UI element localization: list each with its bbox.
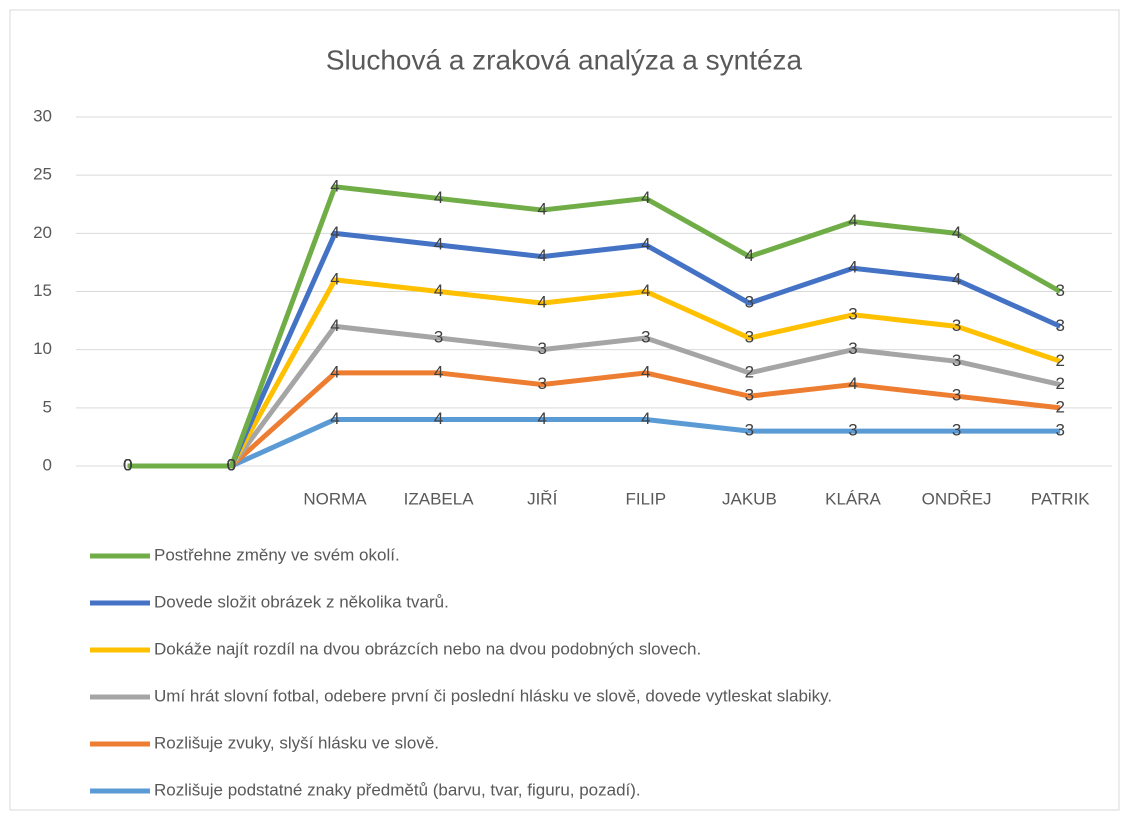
legend-label: Postřehne změny ve svém okolí. <box>154 545 400 564</box>
data-label: 4 <box>641 188 650 207</box>
x-tick-label: JIŘÍ <box>527 489 558 508</box>
data-label: 4 <box>952 269 961 288</box>
data-label: 3 <box>537 374 546 393</box>
legend-label: Rozlišuje zvuky, slyší hlásku ve slově. <box>154 733 439 752</box>
data-label: 4 <box>848 374 857 393</box>
data-label: 4 <box>848 258 857 277</box>
y-tick-label: 0 <box>43 455 52 474</box>
series-line <box>127 323 1061 469</box>
chart-title: Sluchová a zraková analýza a syntéza <box>326 44 803 75</box>
data-label: 4 <box>641 409 650 428</box>
x-tick-label: JAKUB <box>722 489 777 508</box>
x-tick-label: KLÁRA <box>825 489 881 508</box>
data-label: 0 <box>227 455 236 474</box>
data-label: 3 <box>952 316 961 335</box>
data-label: 4 <box>330 409 339 428</box>
data-label: 0 <box>227 455 236 474</box>
data-label: 3 <box>952 386 961 405</box>
data-label: 3 <box>952 421 961 440</box>
data-label: 4 <box>434 188 443 207</box>
data-label: 2 <box>1055 351 1064 370</box>
data-label: 3 <box>745 328 754 347</box>
data-label: 3 <box>1055 316 1064 335</box>
data-label: 3 <box>434 328 443 347</box>
data-label: 4 <box>330 269 339 288</box>
data-label: 4 <box>434 409 443 428</box>
data-label: 4 <box>434 362 443 381</box>
data-label: 4 <box>745 246 754 265</box>
data-label: 2 <box>745 362 754 381</box>
data-label: 3 <box>745 421 754 440</box>
y-tick-label: 30 <box>33 106 52 125</box>
data-label: 0 <box>123 455 132 474</box>
data-label: 3 <box>848 304 857 323</box>
x-tick-label: IZABELA <box>404 489 475 508</box>
y-tick-label: 20 <box>33 223 52 242</box>
x-tick-label: NORMA <box>303 489 367 508</box>
data-label: 4 <box>641 281 650 300</box>
data-label: 0 <box>123 455 132 474</box>
data-label: 3 <box>1055 421 1064 440</box>
data-label: 4 <box>641 362 650 381</box>
data-label: 0 <box>227 455 236 474</box>
data-label: 0 <box>227 455 236 474</box>
y-tick-label: 5 <box>43 397 52 416</box>
data-label: 4 <box>537 409 546 428</box>
data-label: 0 <box>227 455 236 474</box>
data-label: 4 <box>330 223 339 242</box>
x-tick-label: ONDŘEJ <box>922 489 992 508</box>
data-label: 3 <box>848 421 857 440</box>
data-label: 4 <box>952 223 961 242</box>
data-label: 4 <box>537 200 546 219</box>
legend-label: Umí hrát slovní fotbal, odebere první či… <box>154 686 832 705</box>
data-label: 0 <box>123 455 132 474</box>
data-label: 3 <box>1055 281 1064 300</box>
legend-label: Rozlišuje podstatné znaky předmětů (barv… <box>154 780 641 799</box>
x-tick-label: PATRIK <box>1031 489 1091 508</box>
legend-label: Dovede složit obrázek z několika tvarů. <box>154 592 449 611</box>
data-label: 3 <box>537 339 546 358</box>
data-label: 4 <box>434 281 443 300</box>
data-label: 3 <box>952 351 961 370</box>
data-label: 3 <box>745 293 754 312</box>
legend-label: Dokáže najít rozdíl na dvou obrázcích ne… <box>154 639 701 658</box>
series-line <box>127 184 1062 469</box>
data-label: 4 <box>537 293 546 312</box>
data-label: 4 <box>537 246 546 265</box>
data-label: 2 <box>1055 397 1064 416</box>
y-tick-label: 10 <box>33 339 52 358</box>
data-label: 4 <box>330 362 339 381</box>
data-label: 2 <box>1055 374 1064 393</box>
data-label: 4 <box>848 211 857 230</box>
y-tick-label: 15 <box>33 281 52 300</box>
data-label: 3 <box>848 339 857 358</box>
data-label: 4 <box>330 176 339 195</box>
data-label: 4 <box>641 234 650 253</box>
data-label: 4 <box>330 316 339 335</box>
data-label: 4 <box>434 234 443 253</box>
data-label: 0 <box>123 455 132 474</box>
series-line <box>127 370 1061 469</box>
series-line <box>127 416 1061 469</box>
data-label: 0 <box>227 455 236 474</box>
data-label: 0 <box>123 455 132 474</box>
series-line <box>127 230 1062 469</box>
series-line <box>127 277 1061 469</box>
data-label: 3 <box>745 386 754 405</box>
x-tick-label: FILIP <box>625 489 666 508</box>
data-label: 3 <box>641 328 650 347</box>
y-tick-label: 25 <box>33 165 52 184</box>
chart-frame <box>9 9 1120 811</box>
data-label: 0 <box>123 455 132 474</box>
